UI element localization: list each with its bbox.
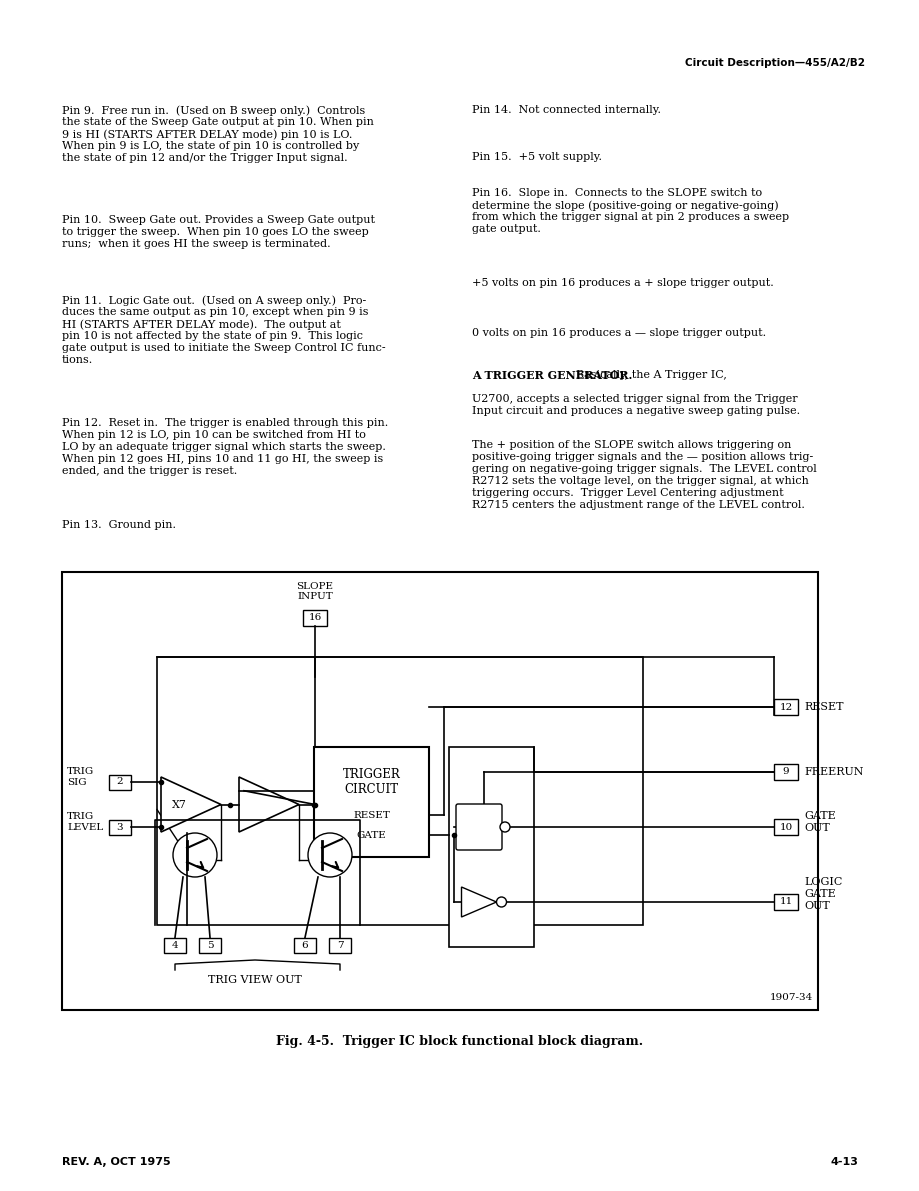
Text: pin 10 is not affected by the state of pin 9.  This logic: pin 10 is not affected by the state of p… [62,331,363,341]
Polygon shape [461,887,496,917]
Text: positive-going trigger signals and the — position allows trig-: positive-going trigger signals and the —… [471,453,812,462]
Text: from which the trigger signal at pin 2 produces a sweep: from which the trigger signal at pin 2 p… [471,212,789,222]
Bar [164,937,186,953]
Text: determine the slope (positive-going or negative-going): determine the slope (positive-going or n… [471,200,777,211]
Text: Pin 16.  Slope in.  Connects to the SLOPE switch to: Pin 16. Slope in. Connects to the SLOPE … [471,188,761,198]
Text: GATE
OUT: GATE OUT [803,811,834,833]
Text: +5 volts on pin 16 produces a + slope trigger output.: +5 volts on pin 16 produces a + slope tr… [471,278,773,288]
Bar [302,610,326,626]
Text: RESET: RESET [353,811,390,819]
Bar [773,763,797,780]
Text: TRIG
LEVEL: TRIG LEVEL [67,812,103,831]
Text: 12: 12 [778,703,792,711]
FancyBboxPatch shape [456,804,502,850]
Text: gate output is used to initiate the Sweep Control IC func-: gate output is used to initiate the Swee… [62,343,385,353]
Text: REV. A, OCT 1975: REV. A, OCT 1975 [62,1156,170,1167]
Text: gate output.: gate output. [471,224,540,233]
Text: SLOPE
INPUT: SLOPE INPUT [296,582,333,601]
Circle shape [496,897,506,908]
Text: 10: 10 [778,823,792,831]
Text: 9 is HI (STARTS AFTER DELAY mode) pin 10 is LO.: 9 is HI (STARTS AFTER DELAY mode) pin 10… [62,129,352,139]
Text: 5: 5 [207,941,213,949]
Bar [62,572,817,1010]
Circle shape [499,822,509,833]
Text: Fig. 4-5.  Trigger IC block functional block diagram.: Fig. 4-5. Trigger IC block functional bl… [276,1035,643,1048]
Text: Pin 13.  Ground pin.: Pin 13. Ground pin. [62,520,176,530]
Circle shape [173,833,217,877]
Text: gering on negative-going trigger signals.  The LEVEL control: gering on negative-going trigger signals… [471,464,816,474]
Text: LOGIC
GATE
OUT: LOGIC GATE OUT [803,878,842,911]
Text: Input circuit and produces a negative sweep gating pulse.: Input circuit and produces a negative sw… [471,406,800,416]
Text: 7: 7 [336,941,343,949]
Text: FREERUN: FREERUN [803,767,863,777]
Text: Basically, the A Trigger IC,: Basically, the A Trigger IC, [568,370,726,380]
Bar [329,937,351,953]
Text: 3: 3 [117,823,123,831]
Bar [108,774,130,790]
Text: HI (STARTS AFTER DELAY mode).  The output at: HI (STARTS AFTER DELAY mode). The output… [62,319,341,330]
Text: R2712 sets the voltage level, on the trigger signal, at which: R2712 sets the voltage level, on the tri… [471,476,808,486]
Bar [773,819,797,835]
Text: Pin 12.  Reset in.  The trigger is enabled through this pin.: Pin 12. Reset in. The trigger is enabled… [62,418,388,428]
Circle shape [308,833,352,877]
Text: RESET: RESET [803,701,843,712]
Text: GATE: GATE [357,830,386,840]
Text: to trigger the sweep.  When pin 10 goes LO the sweep: to trigger the sweep. When pin 10 goes L… [62,227,369,237]
Text: 6: 6 [301,941,308,949]
Text: 11: 11 [778,898,792,906]
Text: triggering occurs.  Trigger Level Centering adjustment: triggering occurs. Trigger Level Centeri… [471,488,783,498]
Text: When pin 12 goes HI, pins 10 and 11 go HI, the sweep is: When pin 12 goes HI, pins 10 and 11 go H… [62,454,383,464]
Text: 4: 4 [172,941,178,949]
Text: 9: 9 [782,767,789,777]
Text: TRIGGER
CIRCUIT: TRIGGER CIRCUIT [342,768,400,796]
Bar [773,894,797,910]
Text: Circuit Description—455/A2/B2: Circuit Description—455/A2/B2 [685,58,864,68]
Text: Pin 14.  Not connected internally.: Pin 14. Not connected internally. [471,105,660,116]
Text: the state of pin 12 and/or the Trigger Input signal.: the state of pin 12 and/or the Trigger I… [62,152,347,163]
Text: The + position of the SLOPE switch allows triggering on: The + position of the SLOPE switch allow… [471,439,790,450]
Bar [108,819,130,835]
Text: TRIG
SIG: TRIG SIG [67,767,94,787]
Bar [773,699,797,715]
Text: 2: 2 [117,778,123,786]
Text: When pin 9 is LO, the state of pin 10 is controlled by: When pin 9 is LO, the state of pin 10 is… [62,141,358,151]
Text: Pin 9.  Free run in.  (Used on B sweep only.)  Controls: Pin 9. Free run in. (Used on B sweep onl… [62,105,365,116]
Text: Pin 11.  Logic Gate out.  (Used on A sweep only.)  Pro-: Pin 11. Logic Gate out. (Used on A sweep… [62,295,366,306]
Bar [199,937,221,953]
Text: ended, and the trigger is reset.: ended, and the trigger is reset. [62,466,237,476]
Text: LO by an adequate trigger signal which starts the sweep.: LO by an adequate trigger signal which s… [62,442,385,453]
Text: When pin 12 is LO, pin 10 can be switched from HI to: When pin 12 is LO, pin 10 can be switche… [62,430,366,439]
Bar [294,937,315,953]
Text: A TRIGGER GENERATOR.: A TRIGGER GENERATOR. [471,370,631,381]
Polygon shape [239,777,299,833]
Text: X7: X7 [171,799,187,810]
Text: TRIG VIEW OUT: TRIG VIEW OUT [208,975,301,985]
Text: 0 volts on pin 16 produces a — slope trigger output.: 0 volts on pin 16 produces a — slope tri… [471,328,766,338]
Text: U2700, accepts a selected trigger signal from the Trigger: U2700, accepts a selected trigger signal… [471,394,797,404]
Text: the state of the Sweep Gate output at pin 10. When pin: the state of the Sweep Gate output at pi… [62,117,373,127]
Bar [157,657,642,925]
Text: Pin 15.  +5 volt supply.: Pin 15. +5 volt supply. [471,152,601,162]
Bar [313,747,428,858]
Text: 1907-34: 1907-34 [769,993,812,1002]
Text: R2715 centers the adjustment range of the LEVEL control.: R2715 centers the adjustment range of th… [471,500,804,510]
Text: Pin 10.  Sweep Gate out. Provides a Sweep Gate output: Pin 10. Sweep Gate out. Provides a Sweep… [62,216,375,225]
Polygon shape [161,777,221,833]
Text: 4-13: 4-13 [829,1156,857,1167]
Bar [448,747,533,947]
Text: duces the same output as pin 10, except when pin 9 is: duces the same output as pin 10, except … [62,307,369,317]
Text: tions.: tions. [62,355,93,364]
Text: 16: 16 [308,613,322,623]
Text: runs;  when it goes HI the sweep is terminated.: runs; when it goes HI the sweep is termi… [62,239,330,249]
